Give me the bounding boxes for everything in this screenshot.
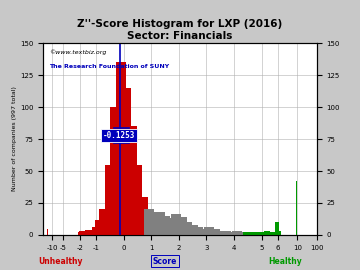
Bar xyxy=(199,228,209,235)
Bar xyxy=(160,216,170,235)
Text: Unhealthy: Unhealthy xyxy=(39,256,83,265)
Text: ©www.textbiz.org: ©www.textbiz.org xyxy=(49,49,106,55)
Bar xyxy=(243,232,253,235)
Bar xyxy=(122,88,131,235)
Bar xyxy=(116,62,126,235)
Bar xyxy=(215,231,225,235)
Bar xyxy=(221,231,231,235)
Bar xyxy=(279,231,281,235)
Bar xyxy=(237,232,247,235)
Bar xyxy=(144,209,153,235)
Bar xyxy=(264,231,270,235)
Bar xyxy=(132,165,143,235)
Text: -0.1253: -0.1253 xyxy=(103,131,135,140)
Bar xyxy=(260,232,266,235)
Bar xyxy=(232,231,242,235)
Bar xyxy=(204,227,214,235)
Title: Z''-Score Histogram for LXP (2016)
Sector: Financials: Z''-Score Histogram for LXP (2016) Secto… xyxy=(77,19,283,41)
Bar xyxy=(47,228,48,235)
Bar xyxy=(82,231,87,235)
Bar xyxy=(127,126,137,235)
Bar xyxy=(254,232,263,235)
Bar xyxy=(226,232,236,235)
Bar xyxy=(95,220,104,235)
Bar xyxy=(111,107,121,235)
Bar xyxy=(248,232,258,235)
Bar xyxy=(99,209,109,235)
Bar xyxy=(171,214,181,235)
Bar xyxy=(91,227,98,235)
Bar xyxy=(155,212,165,235)
Bar xyxy=(138,197,148,235)
Bar xyxy=(177,217,186,235)
Bar xyxy=(210,228,220,235)
Y-axis label: Number of companies (997 total): Number of companies (997 total) xyxy=(12,87,17,191)
Bar xyxy=(182,222,192,235)
Bar xyxy=(267,232,273,235)
Text: Score: Score xyxy=(153,256,177,265)
Bar xyxy=(193,227,203,235)
Bar xyxy=(149,212,159,235)
Bar xyxy=(270,232,276,235)
Text: Healthy: Healthy xyxy=(269,256,302,265)
Bar xyxy=(105,165,115,235)
Bar xyxy=(166,218,176,235)
Bar xyxy=(88,230,94,235)
Bar xyxy=(85,230,91,235)
Bar xyxy=(296,181,297,235)
Bar xyxy=(188,225,198,235)
Bar xyxy=(275,222,279,235)
Bar xyxy=(79,231,84,235)
Bar xyxy=(78,232,81,235)
Text: The Research Foundation of SUNY: The Research Foundation of SUNY xyxy=(49,64,169,69)
